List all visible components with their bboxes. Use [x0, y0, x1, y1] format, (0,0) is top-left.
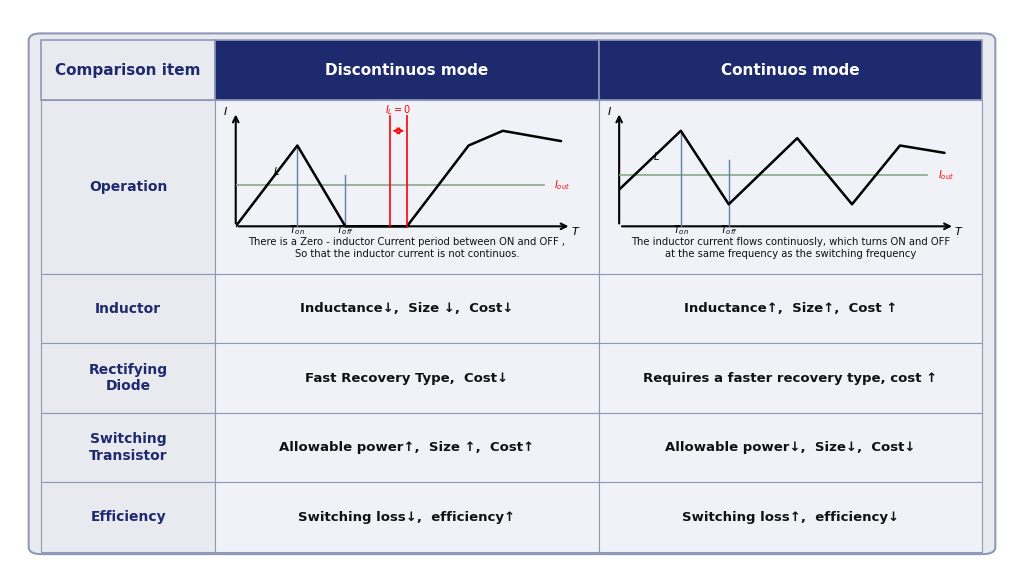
Text: Switching
Transistor: Switching Transistor: [89, 433, 167, 463]
Bar: [41, 482, 215, 552]
Bar: [215, 100, 599, 274]
Text: Efficiency: Efficiency: [90, 510, 166, 524]
Text: I: I: [224, 107, 227, 117]
Bar: [41, 274, 215, 343]
Text: $T_{on}$: $T_{on}$: [290, 223, 305, 237]
Text: $I_L=0$: $I_L=0$: [385, 103, 412, 117]
Bar: [41, 413, 215, 482]
Bar: [215, 482, 599, 552]
Bar: [599, 343, 982, 413]
Bar: [41, 40, 215, 100]
Bar: [599, 274, 982, 343]
Text: Allowable power↓,  Size↓,  Cost↓: Allowable power↓, Size↓, Cost↓: [666, 441, 915, 454]
Text: Fast Recovery Type,  Cost↓: Fast Recovery Type, Cost↓: [305, 372, 509, 385]
Text: Requires a faster recovery type, cost ↑: Requires a faster recovery type, cost ↑: [643, 372, 938, 385]
Text: $I_{out}$: $I_{out}$: [554, 179, 570, 192]
Text: T: T: [954, 227, 962, 237]
Text: $T_{off}$: $T_{off}$: [720, 223, 737, 237]
Bar: [599, 100, 982, 274]
Text: Comparison item: Comparison item: [55, 63, 201, 78]
Text: Inductor: Inductor: [95, 302, 161, 316]
Text: Inductance↓,  Size ↓,  Cost↓: Inductance↓, Size ↓, Cost↓: [300, 302, 514, 315]
Text: $I_{out}$: $I_{out}$: [938, 168, 954, 182]
Text: T: T: [571, 227, 579, 237]
Text: L: L: [274, 167, 280, 177]
Text: There is a Zero - inductor Current period between ON and OFF ,
So that the induc: There is a Zero - inductor Current perio…: [249, 237, 565, 259]
Bar: [41, 343, 215, 413]
Text: The inductor current flows continuosly, which turns ON and OFF
at the same frequ: The inductor current flows continuosly, …: [631, 237, 950, 259]
Bar: [215, 343, 599, 413]
Bar: [599, 482, 982, 552]
Bar: [215, 413, 599, 482]
Text: Allowable power↑,  Size ↑,  Cost↑: Allowable power↑, Size ↑, Cost↑: [280, 441, 535, 454]
Text: Switching loss↑,  efficiency↓: Switching loss↑, efficiency↓: [682, 510, 899, 524]
Text: Rectifying
Diode: Rectifying Diode: [88, 363, 168, 393]
Bar: [599, 40, 982, 100]
Text: Inductance↑,  Size↑,  Cost ↑: Inductance↑, Size↑, Cost ↑: [684, 302, 897, 315]
Text: Operation: Operation: [89, 180, 167, 194]
FancyBboxPatch shape: [29, 33, 995, 554]
Text: $T_{on}$: $T_{on}$: [673, 223, 689, 237]
Bar: [215, 274, 599, 343]
Bar: [215, 40, 599, 100]
Text: Discontinuos mode: Discontinuos mode: [326, 63, 488, 78]
Text: Switching loss↓,  efficiency↑: Switching loss↓, efficiency↑: [298, 510, 515, 524]
Text: L: L: [654, 152, 659, 162]
Text: Continuos mode: Continuos mode: [721, 63, 860, 78]
Text: I: I: [607, 107, 610, 117]
Bar: [599, 413, 982, 482]
Text: $T_{off}$: $T_{off}$: [337, 223, 354, 237]
Bar: [41, 100, 215, 274]
